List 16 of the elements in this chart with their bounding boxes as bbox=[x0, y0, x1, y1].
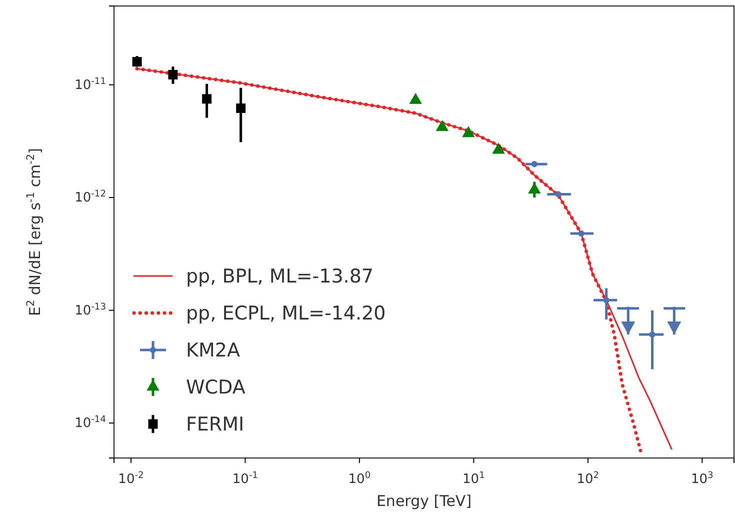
legend-label: FERMI bbox=[186, 414, 244, 436]
legend-label: KM2A bbox=[186, 340, 240, 362]
y-tick-label: 10$^{-12}$ bbox=[74, 190, 106, 206]
y-tick-label: 10$^{-14}$ bbox=[74, 415, 106, 432]
legend-label: pp, BPL, ML=-13.87 bbox=[186, 266, 374, 288]
legend-label: pp, ECPL, ML=-14.20 bbox=[186, 302, 386, 325]
x-tick-label: 10$^{-2}$ bbox=[118, 470, 144, 487]
y-tick-label: 10$^{-13}$ bbox=[74, 302, 106, 318]
x-tick-label: 10$^{2}$ bbox=[576, 470, 600, 487]
x-tick-label: 10$^{0}$ bbox=[348, 470, 371, 487]
y-tick-label: 10$^{-11}$ bbox=[74, 76, 106, 93]
x-tick-label: 10$^{1}$ bbox=[462, 470, 485, 487]
x-axis-title: Energy [TeV] bbox=[376, 492, 472, 510]
x-tick-label: 10$^{-1}$ bbox=[232, 470, 258, 487]
x-tick-label: 10$^{3}$ bbox=[690, 470, 714, 487]
legend-label: WCDA bbox=[186, 376, 246, 399]
